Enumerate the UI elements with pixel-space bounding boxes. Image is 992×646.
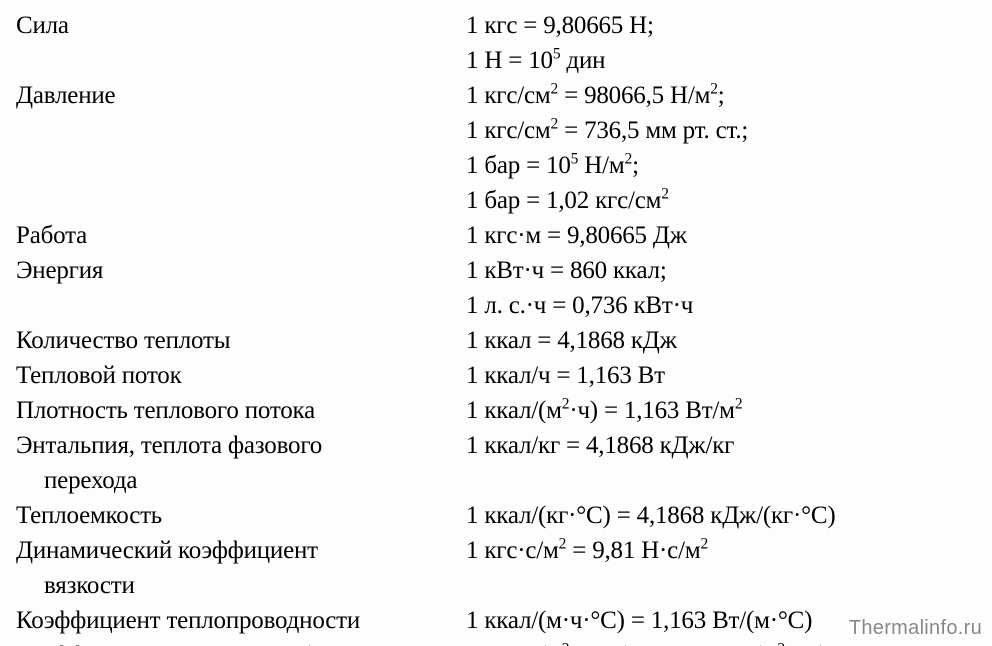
conversion-formula: 1 кгс/см2 = 98066,5 Н/м2;: [466, 78, 976, 113]
quantity-label: Динамический коэффициент: [16, 533, 466, 568]
quantity-label: вязкости: [16, 568, 466, 603]
quantity-label: Работа: [16, 218, 466, 253]
quantity-label: [16, 183, 466, 218]
quantity-label: Энтальпия, теплота фазового: [16, 428, 466, 463]
conversion-formula: 1 кВт·ч = 860 ккал;: [466, 253, 976, 288]
quantity-label: Плотность теплового потока: [16, 393, 466, 428]
conversion-formula: 1 ккал/(кг·°С) = 4,1868 кДж/(кг·°С): [466, 498, 976, 533]
quantity-label: Теплоемкость: [16, 498, 466, 533]
quantity-label: Коэффициент теплоотдачи (теп-: [16, 638, 466, 646]
conversion-formula: 1 ккал = 4,1868 кДж: [466, 323, 976, 358]
conversion-formula: 1 кгс = 9,80665 Н;: [466, 8, 976, 43]
watermark-text: Thermalinfo.ru: [849, 617, 982, 640]
conversion-formula: 1 ккал/(м2·ч) = 1,163 Вт/м2: [466, 393, 976, 428]
quantity-label: Давление: [16, 78, 466, 113]
conversion-formula: 1 Н = 105 дин: [466, 43, 976, 78]
quantity-label: [16, 288, 466, 323]
quantity-label: [16, 113, 466, 148]
quantity-label: [16, 148, 466, 183]
conversion-formula: 1 ккал/кг = 4,1868 кДж/кг: [466, 428, 976, 463]
conversion-formula: 1 л. с.·ч = 0,736 кВт·ч: [466, 288, 976, 323]
conversion-formula: [466, 568, 976, 603]
quantity-label: перехода: [16, 463, 466, 498]
quantity-label: Количество теплоты: [16, 323, 466, 358]
quantity-label: Тепловой поток: [16, 358, 466, 393]
conversion-formula: [466, 463, 976, 498]
conversion-formula: 1 бар = 105 Н/м2;: [466, 148, 976, 183]
conversion-formula: 1 кгс/см2 = 736,5 мм рт. ст.;: [466, 113, 976, 148]
conversion-formula: 1 кгс·м = 9,80665 Дж: [466, 218, 976, 253]
quantity-label: [16, 43, 466, 78]
quantity-label: Энергия: [16, 253, 466, 288]
conversion-formula: 1 ккал/ч = 1,163 Вт: [466, 358, 976, 393]
quantity-label: Сила: [16, 8, 466, 43]
conversion-formula: 1 бар = 1,02 кгс/см2: [466, 183, 976, 218]
quantity-label: Коэффициент теплопроводности: [16, 603, 466, 638]
conversion-formula: 1 кгс·с/м2 = 9,81 Н·с/м2: [466, 533, 976, 568]
